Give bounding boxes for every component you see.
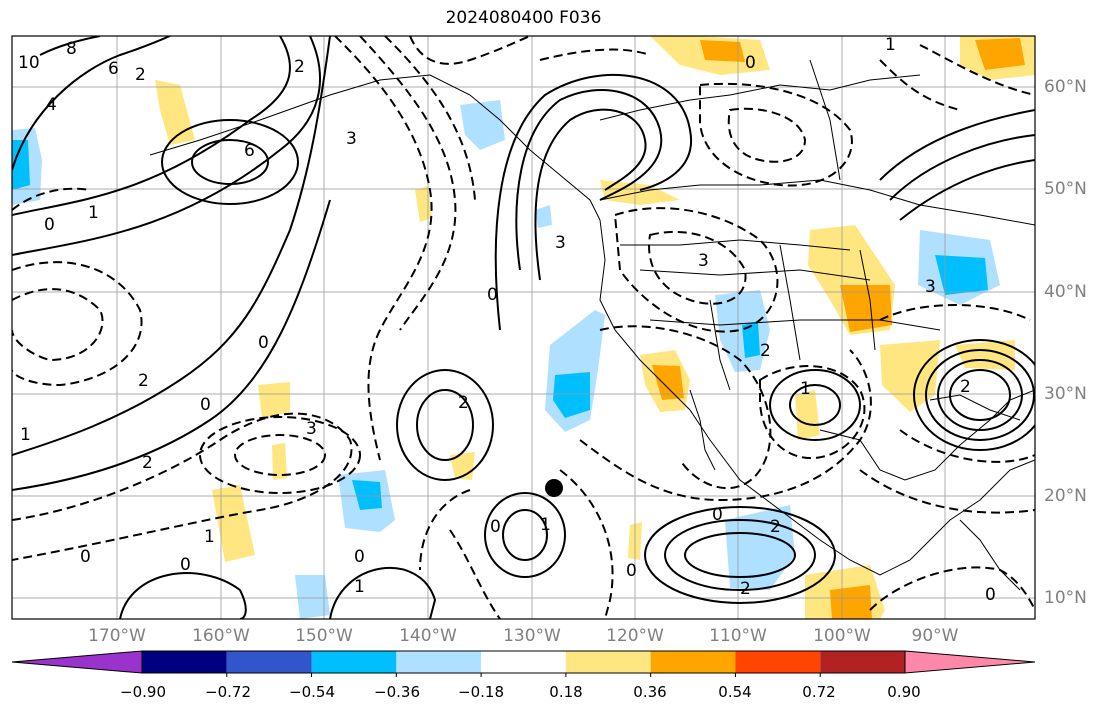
contour-label: 1: [354, 577, 365, 597]
contour-label: 2: [760, 341, 771, 361]
lon-label: 130°W: [503, 626, 561, 646]
contour-label: 0: [80, 547, 91, 567]
lon-label: 100°W: [813, 626, 871, 646]
colorbar-tick-label: −0.90: [120, 683, 166, 701]
contour-label: 2: [135, 65, 146, 85]
lon-label: 110°W: [709, 626, 767, 646]
colorbar-segment: [311, 651, 397, 673]
colorbar-segment: [11, 650, 143, 674]
map-frame: [11, 35, 1036, 620]
contour-label: 4: [46, 95, 57, 115]
colorbar-tick-label: −0.36: [374, 683, 420, 701]
colorbar-tick-label: 0.90: [887, 683, 921, 701]
contour-label: 3: [555, 233, 566, 253]
contour-label: 0: [180, 555, 191, 575]
contour-label: 0: [354, 547, 365, 567]
contour-label: 3: [925, 277, 936, 297]
colorbar-segment: [226, 651, 312, 673]
contour-label: 3: [698, 251, 709, 271]
lon-label: 140°W: [399, 626, 457, 646]
colorbar-tick-label: 0.36: [633, 683, 667, 701]
contour-label: 3: [306, 419, 317, 439]
colorbar-segment: [650, 651, 736, 673]
contour-label: 0: [44, 215, 55, 235]
contour-label: 1: [88, 203, 99, 223]
contour-label: 1: [800, 379, 811, 399]
contour-label: 0: [258, 333, 269, 353]
contour-label: 6: [244, 141, 255, 161]
contour-label: 2: [960, 377, 971, 397]
colorbar-tick-label: −0.54: [289, 683, 335, 701]
colorbar-segment: [396, 651, 482, 673]
contour-label: 2: [770, 517, 781, 537]
lon-label: 160°W: [192, 626, 250, 646]
colorbar-tick-label: −0.18: [458, 683, 504, 701]
colorbar-segment: [142, 651, 227, 673]
contour-label: 10: [18, 53, 40, 73]
colorbar-segment: [904, 650, 1036, 674]
anomaly-shading: [12, 36, 1035, 619]
contour-label: 3: [346, 129, 357, 149]
lat-label: 30°N: [1044, 384, 1087, 404]
colorbar-tick-label: −0.72: [205, 683, 251, 701]
contour-label: 0: [200, 395, 211, 415]
colorbar-segment: [820, 651, 905, 673]
contour-label: 2: [294, 57, 305, 77]
colorbar-segment: [735, 651, 821, 673]
contour-label: 0: [985, 585, 996, 605]
contour-label: 2: [458, 393, 469, 413]
lat-label: 50°N: [1044, 179, 1087, 199]
colorbar-segment: [565, 651, 651, 673]
storm-center-marker: [545, 479, 563, 497]
contour-label: 2: [142, 453, 153, 473]
contour-label: 0: [712, 505, 723, 525]
colorbar-tick-label: 0.54: [718, 683, 752, 701]
contour-label: 6: [108, 59, 119, 79]
contour-label: 8: [66, 39, 77, 59]
lon-label: 120°W: [606, 626, 664, 646]
contour-label: 1: [540, 515, 551, 535]
lon-label: 90°W: [911, 626, 959, 646]
contour-label: 0: [490, 517, 501, 537]
contour-label: 1: [885, 35, 896, 55]
contour-label: 0: [626, 561, 637, 581]
colorbar-tick-label: 0.18: [549, 683, 583, 701]
coastlines: [149, 59, 1035, 591]
colorbar-tick-label: 0.72: [802, 683, 836, 701]
positive-contours: [12, 36, 1035, 619]
lat-label: 10°N: [1044, 588, 1087, 608]
contour-label: 1: [204, 527, 215, 547]
lat-label: 40°N: [1044, 282, 1087, 302]
negative-contours: [12, 36, 1035, 619]
lon-label: 170°W: [88, 626, 146, 646]
map-title: 2024080400 F036: [445, 8, 602, 28]
contour-label: 1: [20, 425, 31, 445]
lat-label: 20°N: [1044, 486, 1087, 506]
contour-label: 2: [740, 579, 751, 599]
lon-label: 150°W: [295, 626, 353, 646]
contour-labels: 10 8 6 4 6 2 0 1 3 2 0 1 3 3 0 0 2 2 0 0…: [18, 35, 996, 605]
colorbar-frame: [141, 650, 906, 674]
contour-label: 0: [487, 285, 498, 305]
contour-label: 0: [745, 53, 756, 73]
lat-label: 60°N: [1044, 77, 1087, 97]
contour-label: 2: [138, 371, 149, 391]
colorbar-segment: [481, 651, 566, 673]
colorbar: [11, 650, 1036, 677]
